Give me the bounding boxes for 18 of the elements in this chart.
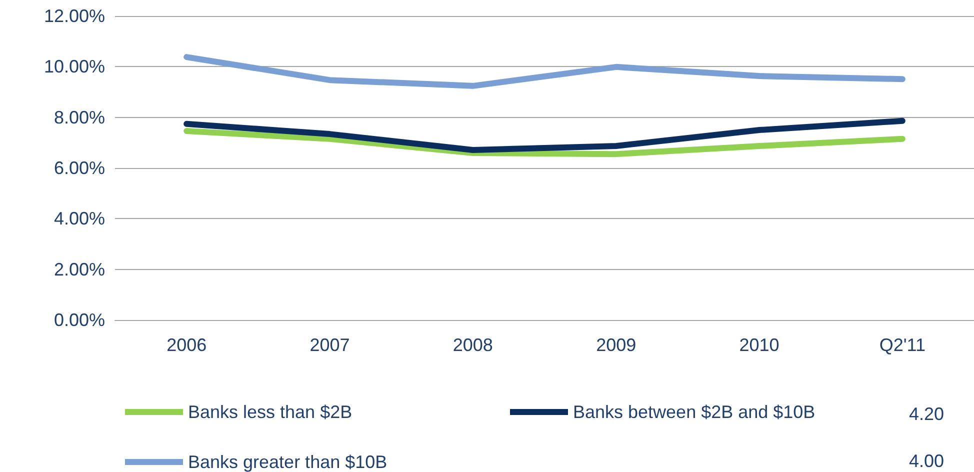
x-tick-label: 2006: [166, 335, 207, 355]
y-tick-label: 4.00%: [54, 208, 105, 229]
y-tick-label: 10.00%: [44, 56, 105, 77]
text: 4.00: [908, 451, 944, 471]
x-tick-label: 2010: [739, 335, 780, 355]
legend-label: Banks greater than $10B: [188, 452, 388, 472]
y-tick-label: 0.00%: [54, 310, 105, 330]
x-tick-label: 2009: [596, 335, 636, 355]
y-tick-label: 12.00%: [44, 6, 105, 26]
text: 4.20: [908, 404, 944, 424]
x-tick-label: 2007: [310, 335, 350, 355]
y-tick-label: 2.00%: [54, 259, 105, 280]
y-tick-label: 6.00%: [54, 158, 105, 178]
legend-label: Banks less than $2B: [188, 402, 352, 422]
x-tick-label: Q2'11: [879, 335, 926, 355]
y-tick-label: 8.00%: [54, 107, 105, 128]
legend-label: Banks between $2B and $10B: [573, 402, 816, 422]
x-tick-label: 2008: [452, 335, 493, 355]
